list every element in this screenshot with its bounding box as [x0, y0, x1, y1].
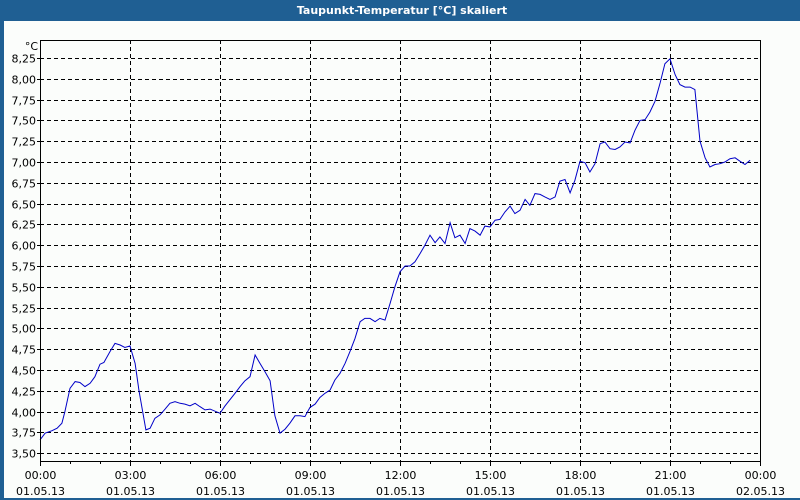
x-tick-date: 02.05.13	[736, 485, 785, 498]
x-tick-date: 01.05.13	[106, 485, 155, 498]
y-tick-label: 6,75	[12, 178, 37, 191]
x-tick-time: 12:00	[385, 469, 417, 482]
x-tick-date: 01.05.13	[466, 485, 515, 498]
y-tick-label: 6,50	[12, 199, 37, 212]
y-axis: 8,25 8,00 7,75 7,50 7,25 7,00 6,75 6,50 6,25 6,00…	[12, 53, 40, 461]
x-tick-time: 21:00	[655, 469, 687, 482]
grid-lines	[40, 40, 760, 461]
y-tick-label: 8,00	[12, 74, 37, 87]
x-tick-date: 01.05.13	[196, 485, 245, 498]
y-tick-label: 5,50	[12, 282, 37, 295]
plot-frame	[40, 40, 761, 462]
y-tick-label: 4,75	[12, 344, 37, 357]
y-tick-label: 7,00	[12, 157, 37, 170]
x-tick-date: 01.05.13	[16, 485, 65, 498]
chart-title: Taupunkt-Temperatur [°C] skaliert	[2, 0, 800, 21]
x-tick-date: 01.05.13	[376, 485, 425, 498]
y-tick-label: 7,25	[12, 136, 37, 149]
y-tick-label: 4,00	[12, 407, 37, 420]
x-tick-time: 15:00	[475, 469, 507, 482]
y-tick-label: 5,00	[12, 323, 37, 336]
y-tick-label: 3,75	[12, 427, 37, 440]
x-axis: 00:00 01.05.13 03:00 01.05.13 06:00 01.05.13 0…	[16, 461, 785, 498]
y-unit-label: °C	[25, 40, 39, 53]
y-tick-label: 3,50	[12, 448, 37, 461]
x-tick-time: 00:00	[745, 469, 777, 482]
y-tick-label: 4,50	[12, 365, 37, 378]
y-tick-label: 4,25	[12, 386, 37, 399]
y-tick-label: 8,25	[12, 53, 37, 66]
x-tick-time: 18:00	[565, 469, 597, 482]
y-tick-label: 6,25	[12, 219, 37, 232]
x-tick-date: 01.05.13	[556, 485, 605, 498]
x-tick-time: 06:00	[205, 469, 237, 482]
y-tick-label: 7,75	[12, 95, 37, 108]
x-tick-time: 03:00	[115, 469, 147, 482]
y-tick-label: 7,50	[12, 115, 37, 128]
x-tick-date: 01.05.13	[646, 485, 695, 498]
x-tick-time: 09:00	[295, 469, 327, 482]
x-tick-time: 00:00	[25, 469, 57, 482]
chart-canvas	[4, 21, 800, 498]
y-tick-label: 6,00	[12, 240, 37, 253]
y-tick-label: 5,25	[12, 303, 37, 316]
x-tick-date: 01.05.13	[286, 485, 335, 498]
y-tick-label: 5,75	[12, 261, 37, 274]
data-line	[39, 57, 751, 441]
